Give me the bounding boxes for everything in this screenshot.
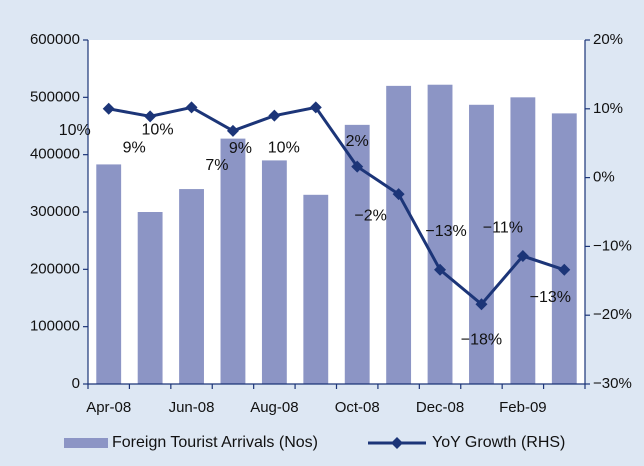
x-tick-label: Oct-08 <box>335 399 380 416</box>
data-label: 9% <box>123 140 146 157</box>
marker <box>434 263 447 276</box>
data-label: −2% <box>354 207 386 224</box>
marker <box>144 110 157 123</box>
y2-tick-label: −20% <box>593 306 632 323</box>
data-label: −11% <box>483 219 523 236</box>
bar <box>96 164 122 384</box>
data-label: 10% <box>59 122 91 139</box>
x-tick-label: Feb-09 <box>499 399 547 416</box>
x-tick-label: Apr-08 <box>86 399 131 416</box>
bar <box>303 194 329 384</box>
legend-label: Foreign Tourist Arrivals (Nos) <box>112 434 318 451</box>
bar <box>427 84 453 384</box>
marker <box>185 101 198 114</box>
marker <box>351 160 364 173</box>
bar <box>137 212 163 384</box>
marker <box>268 109 281 122</box>
y2-tick-label: −10% <box>593 237 632 254</box>
y-tick-label: 0 <box>72 375 80 392</box>
y-tick-label: 600000 <box>30 31 80 48</box>
x-tick-label: Jun-08 <box>169 399 215 416</box>
legend-swatch <box>64 438 108 448</box>
marker <box>226 124 239 137</box>
legend-label: YoY Growth (RHS) <box>432 434 565 451</box>
y2-tick-label: 0% <box>593 169 615 186</box>
y2-tick-label: −30% <box>593 375 632 392</box>
bar <box>261 160 287 384</box>
data-label: 10% <box>142 122 174 139</box>
y2-tick-label: 10% <box>593 100 623 117</box>
data-label: 2% <box>346 133 369 150</box>
y-tick-label: 500000 <box>30 88 80 105</box>
y2-tick-label: 20% <box>593 31 623 48</box>
marker <box>392 188 405 201</box>
data-label: 9% <box>229 140 252 157</box>
bar <box>510 97 536 384</box>
legend-marker <box>391 437 403 449</box>
data-label: −13% <box>530 289 571 306</box>
marker <box>475 298 488 311</box>
marker <box>102 102 115 115</box>
marker <box>516 250 529 263</box>
x-tick-label: Aug-08 <box>250 399 298 416</box>
y-tick-label: 400000 <box>30 146 80 163</box>
bar <box>551 113 577 385</box>
y-tick-label: 300000 <box>30 203 80 220</box>
marker <box>309 101 322 114</box>
plot-area <box>88 40 585 384</box>
marker <box>558 263 571 276</box>
data-label: −13% <box>425 223 466 240</box>
bar <box>386 85 412 384</box>
line <box>108 105 565 307</box>
y-tick-label: 100000 <box>30 318 80 335</box>
x-tick-label: Dec-08 <box>416 399 464 416</box>
data-label: 7% <box>205 157 228 174</box>
data-label: 10% <box>268 140 300 157</box>
y-tick-label: 200000 <box>30 260 80 277</box>
data-label: −18% <box>461 331 502 348</box>
bar <box>220 138 246 384</box>
bar <box>179 189 204 384</box>
bar <box>469 104 494 384</box>
